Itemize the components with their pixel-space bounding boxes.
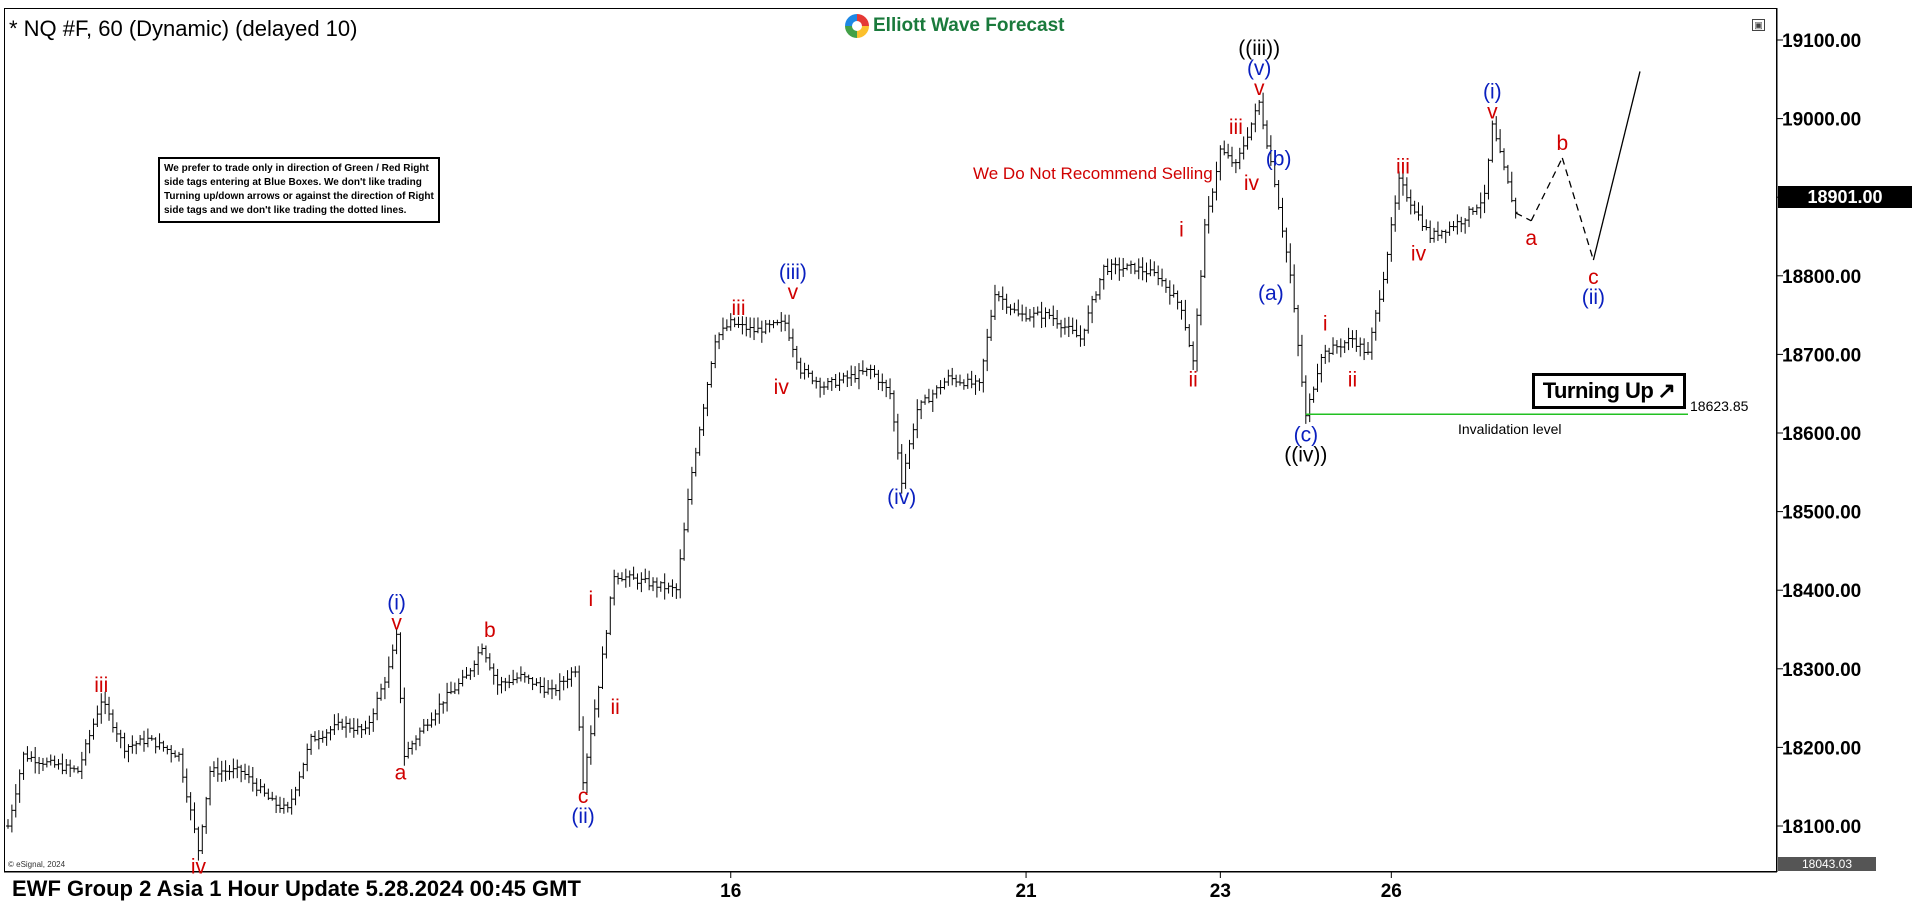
y-tick-label: 18600.00 (1782, 424, 1861, 445)
y-tick-label: 19000.00 (1782, 110, 1861, 131)
wave-label: i (1179, 218, 1184, 241)
turning-up-label: Turning Up (1542, 378, 1654, 403)
wave-label: (b) (1266, 148, 1292, 171)
projection-line (1592, 71, 1641, 261)
wave-label: ((iv)) (1284, 443, 1327, 466)
wave-label: i (1323, 313, 1328, 336)
copyright-text: © eSignal, 2024 (8, 860, 66, 869)
y-tick-label: 18400.00 (1782, 581, 1861, 602)
wave-label: ((iii)) (1238, 37, 1280, 60)
restore-window-icon[interactable]: ▣ (1752, 19, 1765, 31)
wave-label: iv (774, 376, 790, 399)
projection-dashed-line (1530, 157, 1563, 222)
update-footer: EWF Group 2 Asia 1 Hour Update 5.28.2024… (12, 876, 581, 901)
x-tick-label: 23 (1210, 881, 1231, 902)
recommendation-text: We Do Not Recommend Selling (973, 164, 1213, 183)
y-tick-label: 18100.00 (1782, 817, 1861, 838)
wave-label: v (391, 611, 402, 634)
chart-title: * NQ #F, 60 (Dynamic) (delayed 10) (9, 16, 358, 41)
wave-label: (ii) (571, 805, 594, 828)
wave-label: v (1254, 77, 1265, 100)
arrow-up-right-icon: ↗ (1657, 378, 1676, 403)
invalidation-value: 18623.85 (1690, 398, 1749, 414)
wave-label: iv (191, 856, 207, 879)
wave-label: (i) (387, 591, 406, 614)
x-tick-label: 16 (720, 881, 741, 902)
y-tick-label: 18700.00 (1782, 345, 1861, 366)
logo: Elliott Wave Forecast (845, 14, 1064, 38)
projection-dashed-line (1561, 157, 1594, 261)
invalidation-label: Invalidation level (1458, 421, 1562, 437)
wave-label: b (1556, 132, 1568, 155)
wave-label: (c) (1294, 423, 1319, 446)
wave-label: iii (732, 297, 746, 320)
wave-label: i (589, 588, 594, 611)
wave-label: (iv) (887, 486, 916, 509)
wave-label: ii (1348, 368, 1357, 391)
wave-label: ii (1188, 368, 1197, 391)
y-tick-label: 18200.00 (1782, 738, 1861, 759)
projection-dashed-line (1515, 212, 1532, 222)
y-tick-label: 19100.00 (1782, 31, 1861, 52)
wave-label: ii (611, 696, 620, 719)
wave-label: iii (1229, 116, 1243, 139)
wave-label: v (788, 281, 799, 304)
wave-label: v (1487, 100, 1498, 123)
wave-label: a (395, 761, 407, 784)
turning-up-box: Turning Up ↗ (1532, 373, 1686, 409)
wave-label: (a) (1258, 282, 1284, 305)
wave-label: (ii) (1582, 286, 1605, 309)
logo-text: Elliott Wave Forecast (873, 15, 1065, 36)
wave-label: iv (1411, 243, 1427, 266)
wave-label: c (578, 785, 589, 808)
wave-label: iii (94, 674, 108, 697)
wave-label: iii (1396, 155, 1410, 178)
wave-label: (i) (1483, 80, 1502, 103)
wave-label: iv (1244, 172, 1260, 195)
y-tick-label: 18800.00 (1782, 267, 1861, 288)
y-tick-label: 18300.00 (1782, 660, 1861, 681)
trading-disclaimer: We prefer to trade only in direction of … (158, 157, 440, 223)
wave-label: c (1588, 266, 1599, 289)
wave-label: a (1525, 227, 1537, 250)
wave-label: b (484, 619, 496, 642)
y-tick-label: 18500.00 (1782, 503, 1861, 524)
x-tick-label: 21 (1015, 881, 1037, 902)
x-tick-label: 26 (1381, 881, 1402, 902)
wave-label: (iii) (779, 261, 807, 284)
low-price-marker: 18043.03 (1778, 857, 1876, 871)
last-price-tag: 18901.00 (1778, 186, 1912, 208)
logo-icon (845, 14, 869, 38)
wave-label: (v) (1247, 57, 1272, 80)
